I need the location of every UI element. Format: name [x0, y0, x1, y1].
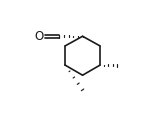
Text: O: O [34, 30, 44, 43]
